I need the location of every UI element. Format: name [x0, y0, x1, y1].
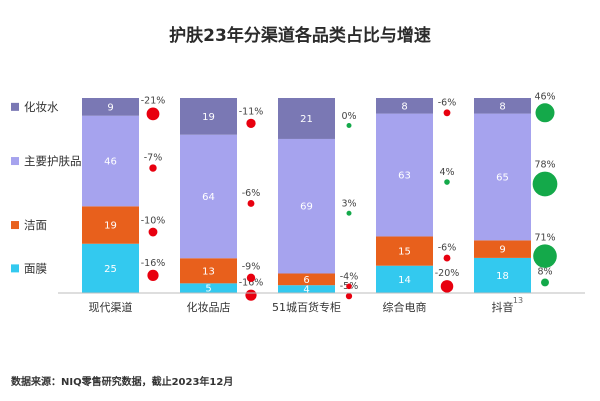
plot-area: 25 -16% 19 -10% 46 -7% 9 -21% 现代渠道 5 -16% 13 -9% 64 -6… — [82, 91, 558, 314]
bar-segment-2-0 — [278, 285, 335, 293]
growth-label: 71% — [534, 232, 555, 243]
bar-value-label: 64 — [202, 192, 215, 203]
growth-bubble — [532, 171, 558, 197]
growth-label: -9% — [242, 262, 261, 273]
chart-title: 护肤23年分渠道各品类占比与增速 — [169, 25, 431, 46]
growth-label: 46% — [534, 91, 555, 102]
bar-segment-3-3 — [376, 98, 433, 114]
growth-bubble — [440, 280, 454, 293]
x-tick-label: 综合电商 — [383, 300, 427, 314]
growth-label: 8% — [537, 266, 552, 277]
bar-segment-0-1 — [82, 206, 139, 244]
legend: 面膜 洁面 主要护肤品 化妆水 — [11, 100, 82, 275]
growth-bubble — [535, 103, 555, 123]
legend-entry: 面膜 — [24, 261, 47, 275]
bar-value-label: 63 — [398, 171, 411, 182]
x-tick-label: 抖音 — [492, 300, 514, 314]
bar-value-label: 8 — [401, 101, 407, 112]
bar-segment-4-3 — [474, 98, 531, 114]
growth-label: -4% — [340, 272, 359, 283]
bar-value-label: 19 — [104, 221, 117, 232]
legend-swatch — [11, 102, 19, 111]
bar-value-label: 6 — [303, 275, 309, 286]
growth-bubble — [533, 244, 557, 268]
bar-value-label: 5 — [205, 284, 211, 295]
growth-bubble — [247, 200, 255, 207]
growth-bubble — [541, 278, 549, 287]
bar-value-label: 69 — [300, 202, 313, 213]
legend-swatch — [11, 264, 19, 273]
x-tick-label: 51城百货专柜 — [272, 300, 341, 314]
bar-segment-1-3 — [180, 98, 237, 135]
page-number: 13 — [513, 296, 523, 305]
bar-value-label: 46 — [104, 157, 117, 168]
bar-segment-3-0 — [376, 265, 433, 293]
growth-bubble — [149, 164, 157, 172]
bar-value-label: 65 — [496, 172, 509, 183]
bar-segment-2-1 — [278, 273, 335, 286]
legend-entry: 洁面 — [24, 218, 47, 232]
bar-segment-4-2 — [474, 113, 531, 241]
growth-label: -11% — [239, 107, 264, 118]
bar-segment-0-0 — [82, 243, 139, 293]
x-tick-label: 化妆品店 — [187, 300, 231, 314]
growth-bubble — [443, 109, 451, 117]
growth-bubble — [346, 283, 352, 290]
growth-bubble — [443, 254, 451, 262]
growth-label: 4% — [439, 167, 454, 178]
growth-bubble — [246, 273, 256, 282]
growth-label: -6% — [242, 188, 261, 199]
bar-value-label: 15 — [398, 247, 411, 258]
growth-label: -10% — [141, 216, 166, 227]
growth-bubble — [346, 210, 352, 216]
growth-label: -21% — [141, 95, 166, 106]
bar-segment-3-1 — [376, 236, 433, 266]
legend-swatch — [11, 157, 19, 166]
bar-value-label: 4 — [303, 285, 309, 296]
bar-value-label: 8 — [499, 101, 505, 112]
growth-bubble — [345, 292, 353, 300]
source-note: 数据来源：NIQ零售研究数据，截止2023年12月 — [11, 375, 233, 388]
bar-segment-1-2 — [180, 134, 237, 259]
bar-value-label: 13 — [202, 266, 215, 277]
growth-bubble — [245, 289, 257, 301]
bar-segment-0-2 — [82, 115, 139, 207]
growth-label: -16% — [141, 258, 166, 269]
bar-value-label: 25 — [104, 264, 117, 275]
growth-bubble — [147, 269, 159, 281]
bar-segment-0-3 — [82, 98, 139, 116]
growth-label: 0% — [341, 111, 356, 122]
bar-segment-2-2 — [278, 138, 335, 274]
growth-bubble — [246, 118, 256, 128]
bar-segment-1-0 — [180, 283, 237, 293]
growth-label: -6% — [438, 243, 457, 254]
bar-segment-3-2 — [376, 113, 433, 237]
growth-label: 78% — [534, 160, 555, 171]
growth-label: -7% — [144, 152, 163, 163]
bar-value-label: 19 — [202, 112, 215, 123]
bar-segment-4-1 — [474, 240, 531, 258]
legend-swatch — [11, 221, 19, 230]
bar-value-label: 9 — [499, 245, 505, 256]
bar-segment-1-1 — [180, 258, 237, 284]
bar-value-label: 9 — [107, 102, 113, 113]
growth-label: -16% — [239, 278, 264, 289]
bar-value-label: 14 — [398, 275, 411, 286]
legend-entry: 主要护肤品 — [24, 154, 82, 168]
legend-entry: 化妆水 — [24, 100, 59, 114]
growth-label: -6% — [438, 97, 457, 108]
bar-segment-4-0 — [474, 257, 531, 293]
growth-label: 3% — [341, 199, 356, 210]
growth-label: -20% — [435, 268, 460, 279]
growth-bubble — [444, 179, 450, 185]
bar-value-label: 21 — [300, 114, 313, 125]
growth-bubble — [148, 227, 158, 237]
bar-segment-2-3 — [278, 98, 335, 139]
growth-bubble — [146, 107, 160, 121]
bar-value-label: 18 — [496, 271, 509, 282]
growth-bubble — [346, 122, 352, 128]
x-tick-label: 现代渠道 — [89, 300, 133, 314]
